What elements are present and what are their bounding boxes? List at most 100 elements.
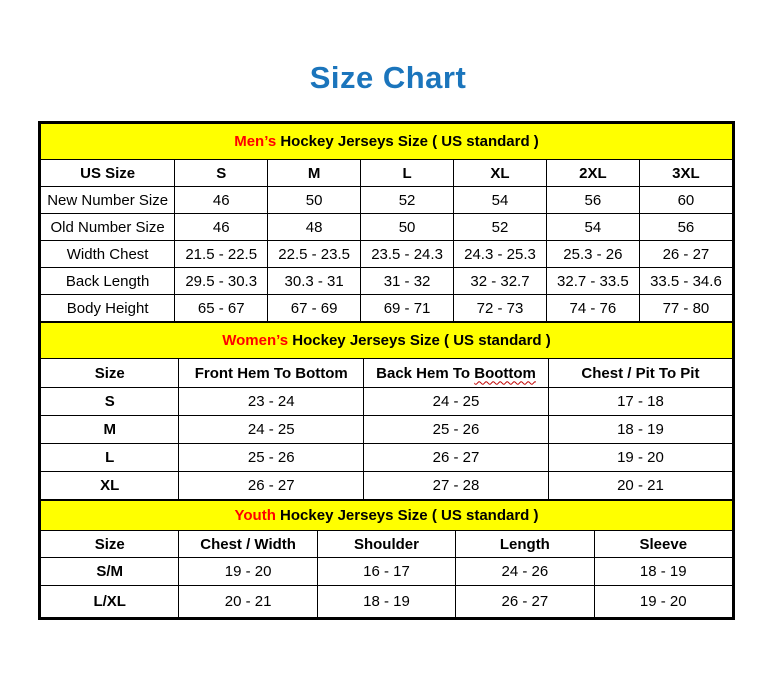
column-header: Chest / Pit To Pit <box>547 358 734 388</box>
table-cell: 30.3 - 31 <box>267 267 362 295</box>
table-cell: 22.5 - 23.5 <box>267 240 362 268</box>
table-cell: 24 - 25 <box>178 415 365 444</box>
womens-section-label: Women’s <box>222 332 289 349</box>
table-cell: 24.3 - 25.3 <box>453 240 547 268</box>
table-cell: 23.5 - 24.3 <box>360 240 455 268</box>
table-cell: 50 <box>267 186 362 214</box>
table-row: Body Height 65 - 67 67 - 69 69 - 71 72 -… <box>39 294 734 322</box>
table-cell: 19 - 20 <box>547 443 734 472</box>
mens-section-rest: Hockey Jerseys Size ( US standard ) <box>280 133 539 150</box>
column-header: 3XL <box>638 159 734 187</box>
column-header: Length <box>455 530 595 558</box>
table-cell: 52 <box>360 186 455 214</box>
table-cell: 18 - 19 <box>593 557 734 586</box>
row-label: S <box>39 387 180 416</box>
column-header: Size <box>39 358 180 388</box>
row-label: New Number Size <box>39 186 176 214</box>
womens-section-header-row: Women’s Hockey Jerseys Size ( US standar… <box>40 322 733 359</box>
table-cell: 27 - 28 <box>363 471 549 500</box>
youth-section-label: Youth <box>234 507 276 524</box>
table-cell: 16 - 17 <box>316 557 457 586</box>
youth-section-header-row: Youth Hockey Jerseys Size ( US standard … <box>40 500 733 531</box>
table-row: L/XL 20 - 21 18 - 19 26 - 27 19 - 20 <box>39 585 734 618</box>
column-header: Shoulder <box>316 530 457 558</box>
table-cell: 60 <box>638 186 734 214</box>
column-header-text: Back Hem To <box>376 364 471 382</box>
table-cell: 20 - 21 <box>547 471 734 500</box>
row-label: Body Height <box>39 294 176 322</box>
row-label: L <box>39 443 180 472</box>
table-cell: 48 <box>267 213 362 241</box>
column-header: US Size <box>39 159 176 187</box>
womens-column-header-row: Size Front Hem To Bottom Back Hem To Boo… <box>39 358 734 388</box>
youth-section-header: Youth Hockey Jerseys Size ( US standard … <box>40 500 733 531</box>
table-cell: 50 <box>360 213 455 241</box>
table-cell: 19 - 20 <box>178 557 318 586</box>
column-header: M <box>267 159 362 187</box>
column-header: XL <box>453 159 547 187</box>
table-cell: 32.7 - 33.5 <box>545 267 640 295</box>
mens-section-header-row: Men’s Hockey Jerseys Size ( US standard … <box>40 123 733 160</box>
table-cell: 31 - 32 <box>360 267 455 295</box>
table-row: New Number Size 46 50 52 54 56 60 <box>39 186 734 214</box>
table-cell: 74 - 76 <box>545 294 640 322</box>
table-cell: 56 <box>638 213 734 241</box>
table-row: Back Length 29.5 - 30.3 30.3 - 31 31 - 3… <box>39 267 734 295</box>
column-header: Front Hem To Bottom <box>178 358 365 388</box>
row-label: Width Chest <box>39 240 176 268</box>
table-cell: 32 - 32.7 <box>453 267 547 295</box>
table-cell: 24 - 25 <box>363 387 549 416</box>
table-cell: 18 - 19 <box>316 585 457 618</box>
row-label: M <box>39 415 180 444</box>
table-row: L 25 - 26 26 - 27 19 - 20 <box>39 443 734 472</box>
row-label: S/M <box>39 557 180 586</box>
table-row: S 23 - 24 24 - 25 17 - 18 <box>39 387 734 416</box>
row-label: L/XL <box>39 585 180 618</box>
mens-column-header-row: US Size S M L XL 2XL 3XL <box>39 159 734 187</box>
table-row: XL 26 - 27 27 - 28 20 - 21 <box>39 471 734 500</box>
mens-size-table: Men’s Hockey Jerseys Size ( US standard … <box>39 123 734 322</box>
table-cell: 29.5 - 30.3 <box>174 267 269 295</box>
table-cell: 26 - 27 <box>638 240 734 268</box>
mens-section-header: Men’s Hockey Jerseys Size ( US standard … <box>40 123 733 160</box>
table-cell: 46 <box>174 186 269 214</box>
table-cell: 56 <box>545 186 640 214</box>
column-header: 2XL <box>545 159 640 187</box>
table-cell: 54 <box>545 213 640 241</box>
page-title: Size Chart <box>309 60 467 95</box>
table-row: M 24 - 25 25 - 26 18 - 19 <box>39 415 734 444</box>
table-cell: 65 - 67 <box>174 294 269 322</box>
table-cell: 25 - 26 <box>178 443 365 472</box>
youth-size-table: Youth Hockey Jerseys Size ( US standard … <box>39 500 734 618</box>
table-cell: 24 - 26 <box>455 557 595 586</box>
size-chart-table-container: Men’s Hockey Jerseys Size ( US standard … <box>38 121 735 620</box>
youth-section-rest: Hockey Jerseys Size ( US standard ) <box>280 507 539 524</box>
table-cell: 23 - 24 <box>178 387 365 416</box>
table-row: Width Chest 21.5 - 22.5 22.5 - 23.5 23.5… <box>39 240 734 268</box>
column-header: L <box>360 159 455 187</box>
table-cell: 52 <box>453 213 547 241</box>
table-cell: 26 - 27 <box>178 471 365 500</box>
table-cell: 25.3 - 26 <box>545 240 640 268</box>
table-row: Old Number Size 46 48 50 52 54 56 <box>39 213 734 241</box>
row-label: XL <box>39 471 180 500</box>
column-header: Size <box>39 530 180 558</box>
table-cell: 21.5 - 22.5 <box>174 240 269 268</box>
column-header: Back Hem To Boottom <box>363 358 549 388</box>
table-cell: 46 <box>174 213 269 241</box>
table-cell: 18 - 19 <box>547 415 734 444</box>
column-header-misspelled-word: Boottom <box>474 364 536 382</box>
column-header: Sleeve <box>593 530 734 558</box>
table-cell: 26 - 27 <box>363 443 549 472</box>
table-row: S/M 19 - 20 16 - 17 24 - 26 18 - 19 <box>39 557 734 586</box>
table-cell: 77 - 80 <box>638 294 734 322</box>
table-cell: 20 - 21 <box>178 585 318 618</box>
table-cell: 69 - 71 <box>360 294 455 322</box>
womens-section-header: Women’s Hockey Jerseys Size ( US standar… <box>40 322 733 359</box>
womens-size-table: Women’s Hockey Jerseys Size ( US standar… <box>39 322 734 500</box>
mens-section-label: Men’s <box>234 133 277 150</box>
row-label: Back Length <box>39 267 176 295</box>
table-cell: 25 - 26 <box>363 415 549 444</box>
column-header: Chest / Width <box>178 530 318 558</box>
